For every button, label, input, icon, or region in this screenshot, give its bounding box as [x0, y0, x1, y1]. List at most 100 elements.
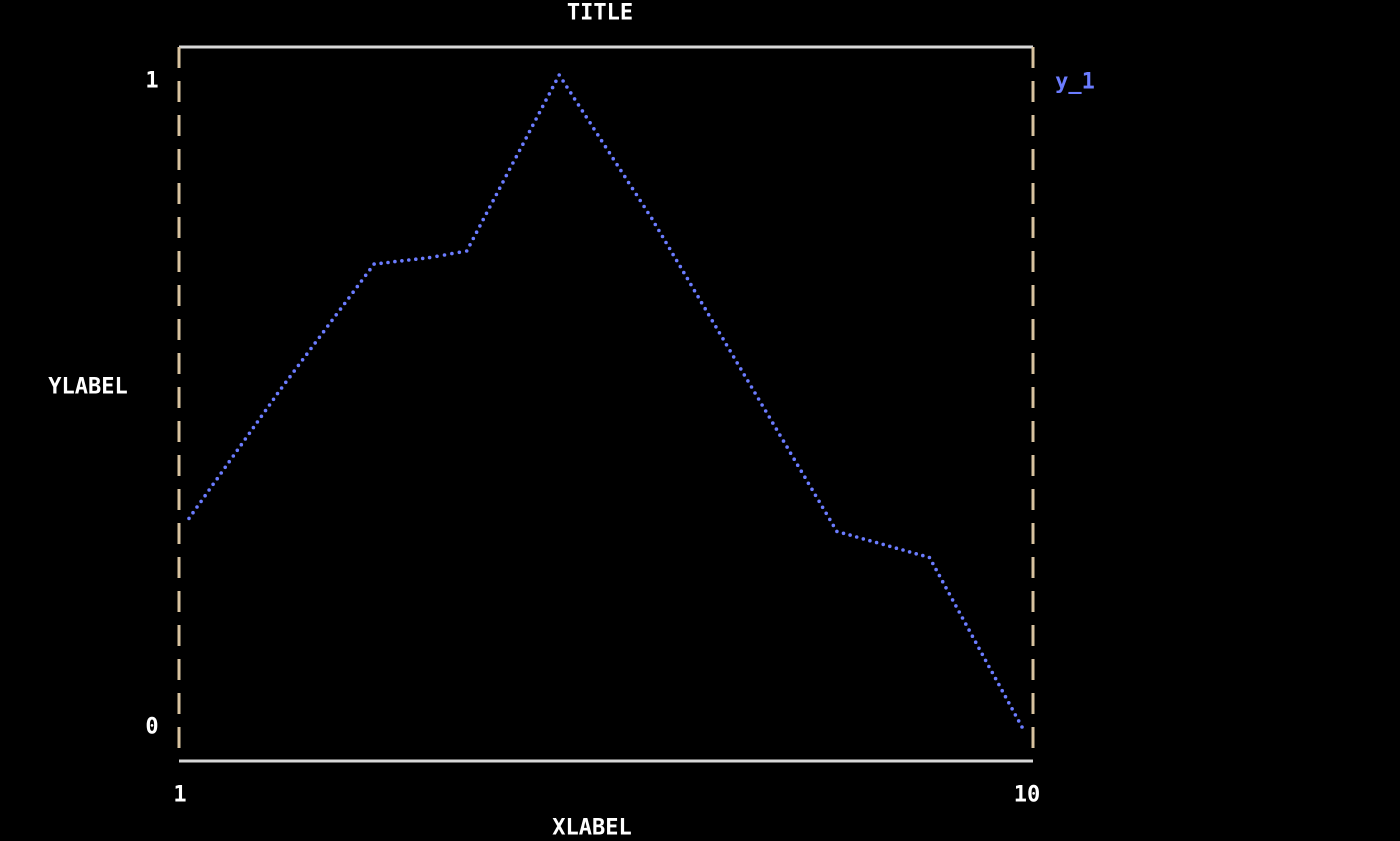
series-y_1-dot: [199, 499, 203, 504]
series-y_1-dot: [239, 442, 244, 447]
series-y_1-dot: [565, 85, 569, 89]
series-y_1-dot: [634, 192, 639, 197]
series-y_1-dot: [660, 234, 665, 239]
series-y_1-dot: [347, 296, 351, 300]
series-y_1-dot: [623, 174, 627, 179]
series-y_1-dot: [960, 616, 965, 620]
series-y_1-dot: [1007, 701, 1011, 705]
series-y_1-dot: [554, 79, 558, 84]
series-y_1-dot: [338, 307, 343, 311]
series-y_1-dot: [521, 142, 525, 146]
series-y_1-dot: [861, 537, 866, 541]
series-y_1-dot: [888, 544, 892, 549]
series-y_1-dot: [488, 205, 492, 209]
series-y_1-dot: [901, 548, 905, 552]
series-y_1-dot: [874, 540, 879, 545]
series-y_1-dot: [749, 385, 754, 389]
series-y_1-dot: [706, 312, 711, 317]
series-y_1-dot: [305, 352, 309, 357]
series-y_1-dot: [792, 457, 796, 462]
series-y_1-dot: [255, 420, 260, 424]
series-y_1-dot: [259, 414, 264, 419]
series-y_1-dot: [191, 510, 195, 515]
series-y_1-dot: [235, 448, 240, 453]
series-y_1-dot: [714, 325, 718, 329]
series-y_1-dot: [223, 465, 227, 470]
series-y_1-dot: [650, 216, 654, 221]
series-y_1-dot: [970, 634, 975, 638]
series-y_1-dot: [557, 73, 561, 77]
series-y_1-dot: [803, 475, 807, 480]
series-y_1-dot: [993, 676, 998, 681]
series-y_1-dot: [835, 529, 839, 534]
series-y_1-dot: [300, 358, 305, 362]
series-y_1-dot: [544, 98, 548, 102]
series-y_1-dot: [580, 109, 585, 113]
series-y_1-dot: [848, 533, 852, 537]
series-y_1-dot: [219, 471, 223, 475]
series-y_1-dot: [414, 257, 418, 262]
series-y_1-dot: [540, 104, 545, 109]
series-y_1-dot: [296, 363, 301, 368]
series-y_1-dot: [967, 628, 971, 632]
series-y_1-dot: [894, 546, 899, 550]
series-y_1-dot: [550, 85, 555, 90]
series-y_1-dot: [685, 276, 690, 281]
series-y_1-dot: [355, 284, 360, 289]
series-y_1-dot: [1013, 713, 1018, 717]
series-y_1-dot: [501, 180, 505, 184]
series-y_1-dot: [481, 217, 486, 222]
series-y_1-dot: [187, 516, 191, 521]
series-y_1-dot: [817, 499, 821, 504]
series-y_1-dot: [646, 210, 650, 215]
series-y_1-dot: [964, 622, 968, 626]
series-y_1-dot: [596, 133, 600, 137]
x-axis-label: XLABEL: [552, 815, 632, 841]
series-y_1-dot: [735, 361, 739, 365]
series-y_1-dot: [195, 505, 199, 509]
series-y_1-dot: [321, 329, 326, 334]
series-y_1-dot: [215, 476, 219, 481]
series-y_1-dot: [854, 535, 859, 539]
series-y_1-dot: [756, 397, 761, 401]
series-y_1-dot: [450, 251, 454, 256]
series-y_1-dot: [785, 445, 789, 449]
series-y_1-dot: [207, 488, 211, 492]
series-y_1-dot: [611, 156, 615, 161]
series-y_1-dot: [203, 493, 207, 498]
series-y_1-dot: [400, 259, 404, 263]
series-y_1-dot: [799, 469, 804, 474]
series-y_1-dot: [393, 259, 397, 264]
series-y_1-dot: [615, 162, 619, 167]
series-y_1-dot: [484, 211, 489, 216]
series-y_1-dot: [781, 439, 786, 443]
series-y_1-dot: [710, 319, 715, 323]
series-y_1-dot: [671, 252, 675, 257]
series-y_1-dot: [427, 255, 432, 260]
series-y_1-dot: [592, 127, 596, 131]
series-y_1-dot: [753, 391, 757, 395]
legend-entry-y_1: y_1: [1055, 69, 1095, 95]
series-y_1-dot: [275, 391, 280, 396]
series-y_1-dot: [674, 258, 679, 263]
series-y_1-dot: [664, 240, 668, 245]
series-y_1-dot: [588, 121, 592, 125]
series-y_1-dot: [731, 355, 736, 359]
series-y_1-dot: [468, 243, 472, 247]
series-y_1-dot: [267, 403, 272, 407]
series-y_1-dot: [678, 264, 683, 269]
series-y_1-dot: [739, 367, 743, 371]
series-y_1-dot: [721, 337, 725, 341]
series-y_1-dot: [795, 463, 800, 468]
series-y_1-dot: [326, 324, 330, 328]
series-y_1-dot: [527, 129, 532, 134]
series-y_1-dot: [471, 236, 476, 241]
series-y_1-dot: [279, 386, 284, 390]
series-y_1-dot: [407, 258, 411, 262]
series-y_1-dot: [211, 482, 215, 487]
series-y_1-dot: [1003, 694, 1008, 699]
series-y_1-dot: [983, 658, 988, 663]
series-y_1-dot: [841, 531, 846, 536]
series-y_1-dot: [767, 415, 772, 419]
series-y_1-dot: [309, 346, 313, 351]
